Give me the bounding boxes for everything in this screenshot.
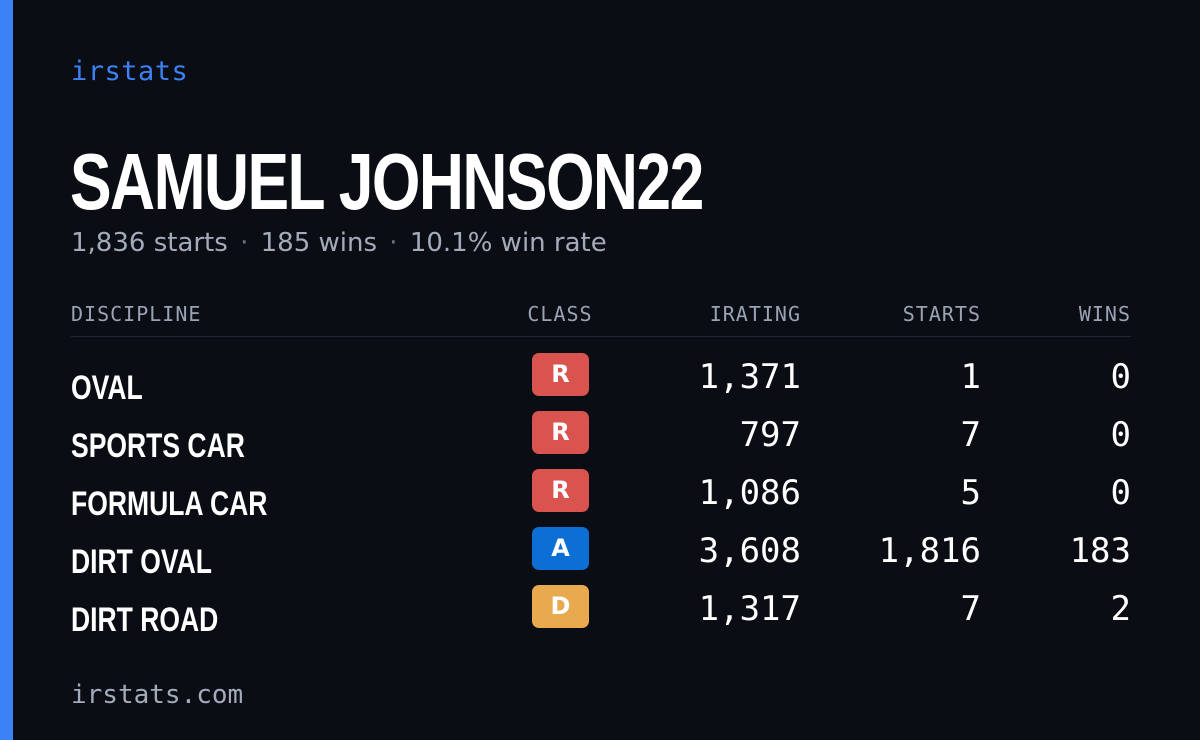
discipline-name: DIRT OVAL <box>71 543 212 581</box>
table-row: FORMULA CAR R 1,086 5 0 <box>71 469 1131 527</box>
starts-value: 1 <box>960 357 981 397</box>
table-row: DIRT ROAD D 1,317 7 2 <box>71 585 1131 643</box>
wins-value: 0 <box>1110 415 1131 455</box>
header-class: CLASS <box>527 302 593 326</box>
header-discipline: DISCIPLINE <box>71 302 202 326</box>
separator-dot: · <box>389 228 398 258</box>
discipline-name: OVAL <box>71 369 143 407</box>
starts-value: 7 <box>960 415 981 455</box>
license-class-badge: D <box>532 585 589 628</box>
table-header: DISCIPLINE CLASS IRATING STARTS WINS <box>71 296 1131 337</box>
wins-value: 2 <box>1110 589 1131 629</box>
irating-value: 1,086 <box>698 473 801 513</box>
license-class-badge: R <box>532 411 589 454</box>
table-body: OVAL R 1,371 1 0 SPORTS CAR R 797 7 0 FO… <box>71 353 1131 643</box>
separator-dot: · <box>240 228 249 258</box>
irating-value: 3,608 <box>698 531 801 571</box>
wins-summary: 185 wins <box>260 228 378 258</box>
accent-bar <box>0 0 13 740</box>
table-row: SPORTS CAR R 797 7 0 <box>71 411 1131 469</box>
footer-url[interactable]: irstats.com <box>71 680 244 710</box>
starts-value: 5 <box>960 473 981 513</box>
starts-value: 1,816 <box>878 531 981 571</box>
player-name: SAMUEL JOHNSON22 <box>70 137 704 226</box>
wins-value: 183 <box>1069 531 1131 571</box>
starts-summary: 1,836 starts <box>71 228 228 258</box>
discipline-table: DISCIPLINE CLASS IRATING STARTS WINS OVA… <box>71 296 1131 643</box>
license-class-badge: A <box>532 527 589 570</box>
player-summary: 1,836 starts · 185 wins · 10.1% win rate <box>71 228 607 258</box>
win-rate-summary: 10.1% win rate <box>409 228 607 258</box>
irating-value: 1,371 <box>698 357 801 397</box>
brand-logo-text[interactable]: irstats <box>71 56 189 87</box>
header-wins: WINS <box>1078 302 1131 326</box>
discipline-name: DIRT ROAD <box>71 601 219 639</box>
header-irating: IRATING <box>709 302 801 326</box>
wins-value: 0 <box>1110 357 1131 397</box>
license-class-badge: R <box>532 469 589 512</box>
starts-value: 7 <box>960 589 981 629</box>
license-class-badge: R <box>532 353 589 396</box>
irating-value: 797 <box>739 415 801 455</box>
discipline-name: SPORTS CAR <box>71 427 245 465</box>
wins-value: 0 <box>1110 473 1131 513</box>
irating-value: 1,317 <box>698 589 801 629</box>
table-row: DIRT OVAL A 3,608 1,816 183 <box>71 527 1131 585</box>
discipline-name: FORMULA CAR <box>71 485 268 523</box>
table-row: OVAL R 1,371 1 0 <box>71 353 1131 411</box>
header-starts: STARTS <box>902 302 981 326</box>
